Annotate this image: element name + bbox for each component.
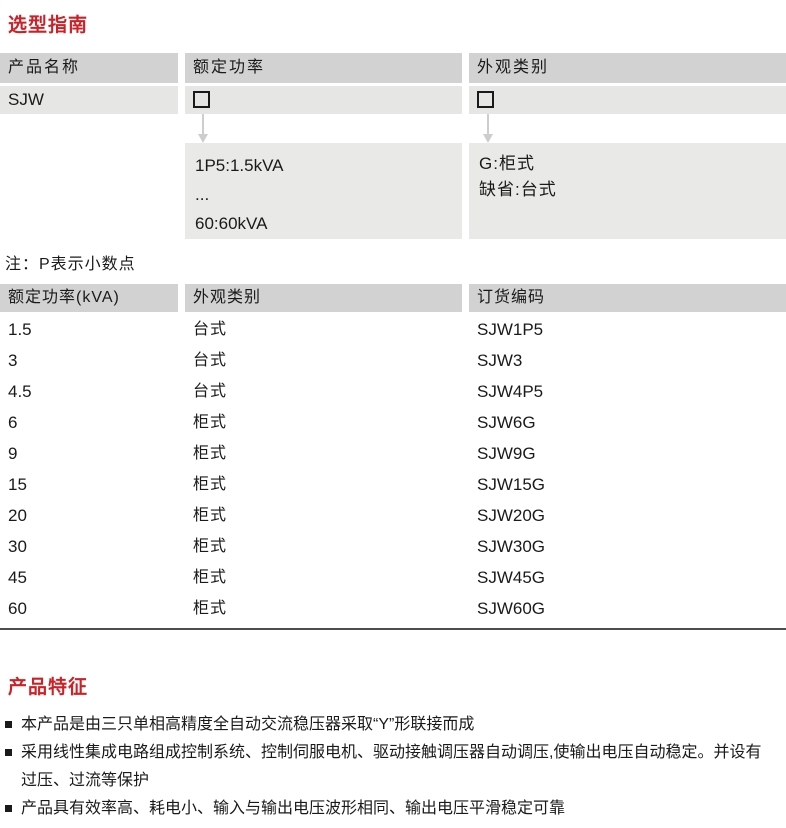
cell-power: 4.5 — [8, 382, 32, 401]
feature-text: 产品具有效率高、耗电小、输入与输出电压波形相同、输出电压平滑稳定可靠 — [21, 800, 566, 817]
cell-type: 柜式 — [193, 476, 228, 493]
cell-power: 1.5 — [8, 320, 32, 339]
cell-type: 柜式 — [193, 538, 228, 555]
list-item: 本产品是由三只单相高精度全自动交流稳压器采取“Y”形联接而成 — [5, 711, 775, 739]
rated-power-options-box: 1P5:1.5kVA ... 60:60kVA — [185, 143, 462, 239]
cell-power: 15 — [8, 475, 27, 494]
cell-type: 柜式 — [193, 569, 228, 586]
bullet-square-icon — [5, 805, 12, 812]
cell-power: 9 — [8, 444, 18, 463]
table-row: 20 柜式 SJW20G — [0, 500, 786, 531]
cell-power: 60 — [8, 599, 27, 618]
cell-code: SJW3 — [477, 351, 523, 370]
list-item: 采用线性集成电路组成控制系统、控制伺服电机、驱动接触调压器自动调压,使输出电压自… — [5, 739, 775, 795]
cell-code: SJW30G — [477, 537, 546, 556]
appearance-placeholder-cell — [469, 86, 786, 114]
down-arrow-icon — [483, 114, 493, 143]
cell-type: 台式 — [193, 352, 228, 369]
column-header-rated-power-kva: 额定功率(kVA) — [0, 284, 178, 312]
cell-type: 柜式 — [193, 507, 228, 524]
note-text: 注：P表示小数点 — [5, 256, 136, 273]
column-header-appearance: 外观类别 — [469, 53, 786, 83]
cell-code: SJW6G — [477, 413, 536, 432]
section-title-selection-guide: 选型指南 — [8, 15, 89, 36]
cell-code: SJW15G — [477, 475, 546, 494]
cell-code: SJW20G — [477, 506, 546, 525]
product-name-value: SJW — [0, 86, 178, 114]
column-header-product-name: 产品名称 — [0, 53, 178, 83]
table-row: 45 柜式 SJW45G — [0, 562, 786, 593]
order-code-table: 额定功率(kVA) 外观类别 订货编码 1.5 台式 SJW1P5 3 台式 S… — [0, 284, 786, 630]
cell-code: SJW60G — [477, 599, 546, 618]
order-table-body: 1.5 台式 SJW1P5 3 台式 SJW3 4.5 台式 SJW4P5 6 … — [0, 312, 786, 630]
cell-type: 台式 — [193, 383, 228, 400]
option-line: ... — [195, 185, 210, 204]
option-line: 缺省:台式 — [479, 180, 557, 199]
option-line: 1P5:1.5kVA — [195, 156, 284, 175]
appearance-options-box: G:柜式 缺省:台式 — [469, 143, 786, 239]
selector-value-row: SJW — [0, 86, 786, 114]
option-boxes-row: 1P5:1.5kVA ... 60:60kVA G:柜式 缺省:台式 — [0, 143, 786, 239]
table-row: 1.5 台式 SJW1P5 — [0, 314, 786, 345]
cell-code: SJW1P5 — [477, 320, 544, 339]
table-row: 9 柜式 SJW9G — [0, 438, 786, 469]
section-title-product-features: 产品特征 — [8, 677, 89, 698]
placeholder-box-icon — [477, 90, 494, 108]
cell-power: 45 — [8, 568, 27, 587]
cell-type: 柜式 — [193, 600, 228, 617]
bullet-square-icon — [5, 721, 12, 728]
feature-text: 本产品是由三只单相高精度全自动交流稳压器采取“Y”形联接而成 — [21, 716, 475, 733]
table-row: 6 柜式 SJW6G — [0, 407, 786, 438]
cell-code: SJW45G — [477, 568, 546, 587]
selector-header-row: 产品名称 额定功率 外观类别 — [0, 53, 786, 83]
table-row: 4.5 台式 SJW4P5 — [0, 376, 786, 407]
column-header-order-code: 订货编码 — [469, 284, 786, 312]
cell-type: 柜式 — [193, 445, 228, 462]
cell-type: 台式 — [193, 321, 228, 338]
cell-code: SJW9G — [477, 444, 536, 463]
option-line: 60:60kVA — [195, 214, 268, 233]
table-row: 60 柜式 SJW60G — [0, 593, 786, 624]
cell-power: 20 — [8, 506, 27, 525]
cell-power: 6 — [8, 413, 18, 432]
empty-cell — [0, 143, 178, 239]
order-table-header-row: 额定功率(kVA) 外观类别 订货编码 — [0, 284, 786, 312]
column-header-appearance: 外观类别 — [185, 284, 462, 312]
arrow-zone — [0, 114, 786, 143]
cell-code: SJW4P5 — [477, 382, 544, 401]
list-item: 产品具有效率高、耗电小、输入与输出电压波形相同、输出电压平滑稳定可靠 — [5, 795, 775, 823]
table-row: 15 柜式 SJW15G — [0, 469, 786, 500]
feature-text: 采用线性集成电路组成控制系统、控制伺服电机、驱动接触调压器自动调压,使输出电压自… — [21, 744, 762, 789]
features-list: 本产品是由三只单相高精度全自动交流稳压器采取“Y”形联接而成 采用线性集成电路组… — [0, 711, 786, 823]
placeholder-box-icon — [193, 90, 210, 108]
table-row: 3 台式 SJW3 — [0, 345, 786, 376]
down-arrow-icon — [198, 114, 208, 143]
option-line: G:柜式 — [479, 154, 535, 173]
column-header-rated-power: 额定功率 — [185, 53, 462, 83]
cell-type: 柜式 — [193, 414, 228, 431]
table-row: 30 柜式 SJW30G — [0, 531, 786, 562]
cell-power: 3 — [8, 351, 18, 370]
cell-power: 30 — [8, 537, 27, 556]
rated-power-placeholder-cell — [185, 86, 462, 114]
bullet-square-icon — [5, 749, 12, 756]
